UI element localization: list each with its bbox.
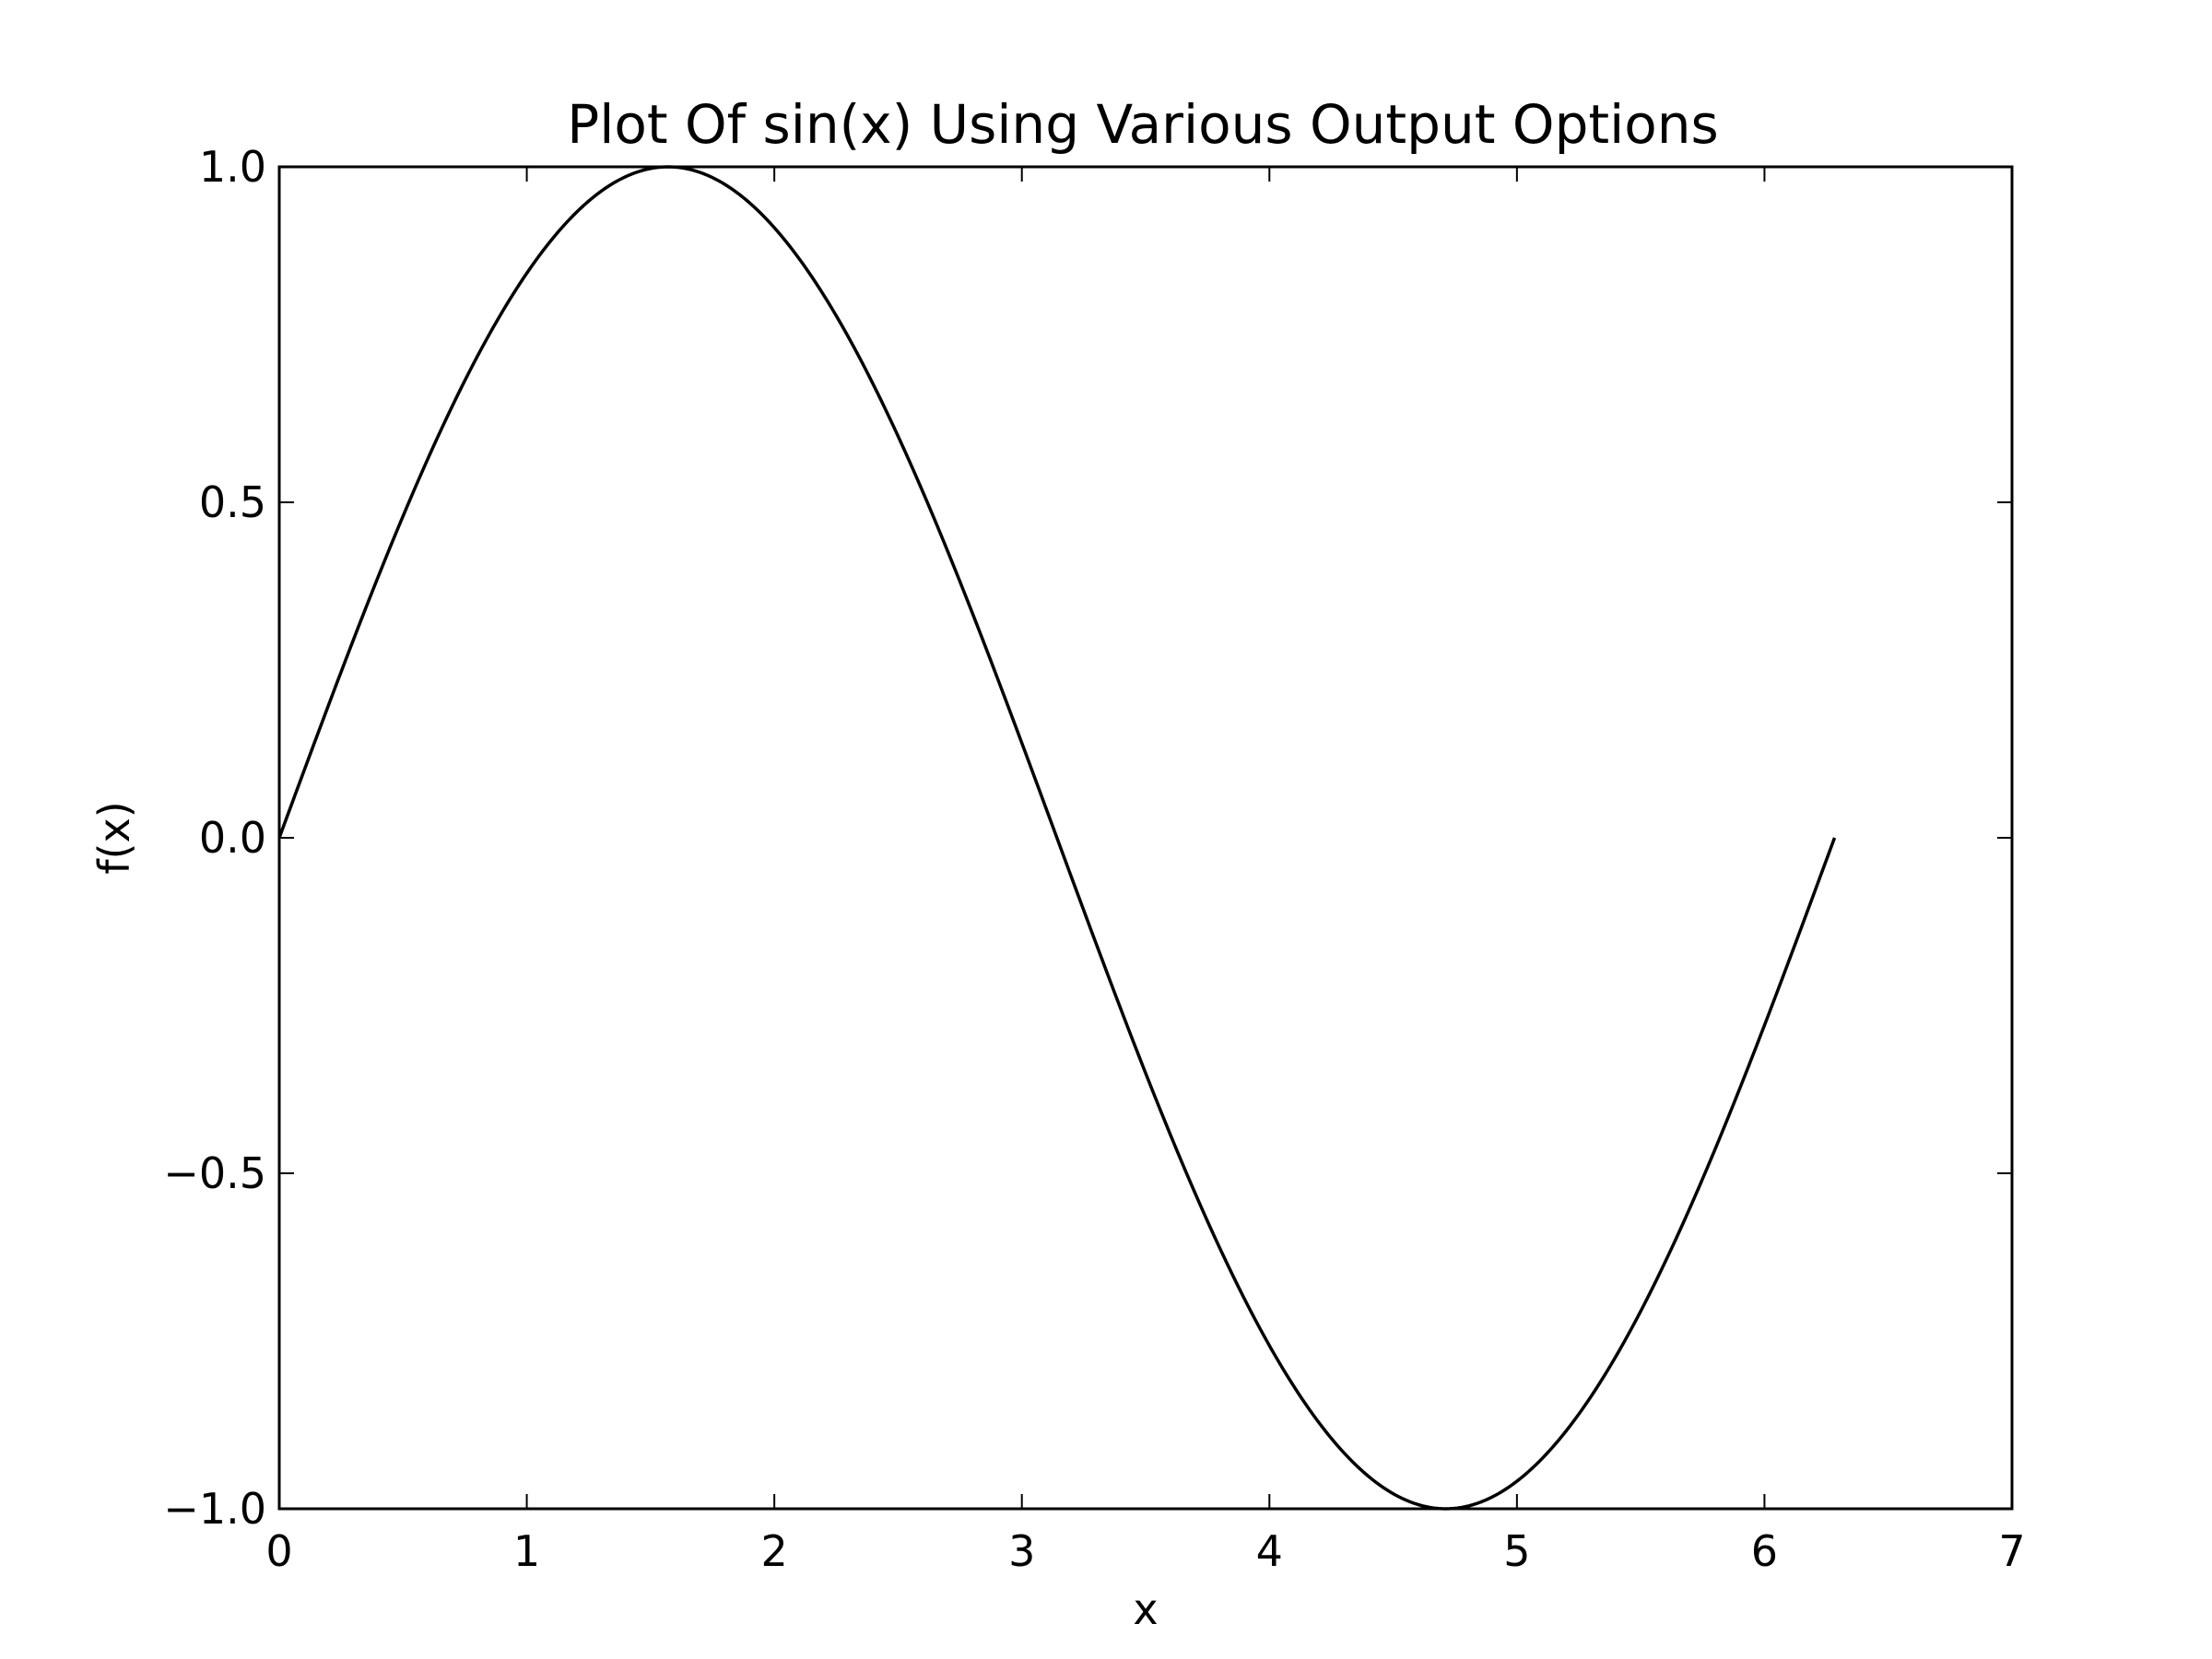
x-tick-label-0: 0 bbox=[265, 1526, 292, 1576]
y-axis-ticks bbox=[279, 166, 2012, 1510]
x-axis-label: x bbox=[1133, 1584, 1158, 1634]
y-tick-label-1: −0.5 bbox=[163, 1148, 266, 1198]
y-axis-tick-labels: −1.0 −0.5 0.0 0.5 1.0 bbox=[163, 142, 266, 1534]
x-tick-label-2: 2 bbox=[761, 1526, 788, 1576]
y-tick-label-4: 1.0 bbox=[199, 142, 266, 192]
series-line-sin bbox=[277, 165, 1837, 1511]
x-tick-label-4: 4 bbox=[1256, 1526, 1283, 1576]
y-tick-label-3: 0.5 bbox=[199, 477, 266, 527]
chart-title: Plot Of sin(x) Using Various Output Opti… bbox=[567, 93, 1718, 156]
y-axis-label: f(x) bbox=[89, 801, 139, 874]
x-tick-label-1: 1 bbox=[513, 1526, 540, 1576]
x-tick-label-6: 6 bbox=[1751, 1526, 1778, 1576]
y-tick-label-0: −1.0 bbox=[163, 1484, 266, 1534]
x-axis-tick-labels: 0 1 2 3 4 5 6 7 bbox=[265, 1526, 2025, 1576]
x-tick-label-5: 5 bbox=[1503, 1526, 1530, 1576]
plot-frame bbox=[277, 165, 2014, 1511]
x-axis-ticks bbox=[278, 167, 2013, 1509]
x-tick-label-3: 3 bbox=[1008, 1526, 1035, 1576]
y-tick-label-2: 0.0 bbox=[199, 813, 266, 863]
x-tick-label-7: 7 bbox=[1998, 1526, 2025, 1576]
